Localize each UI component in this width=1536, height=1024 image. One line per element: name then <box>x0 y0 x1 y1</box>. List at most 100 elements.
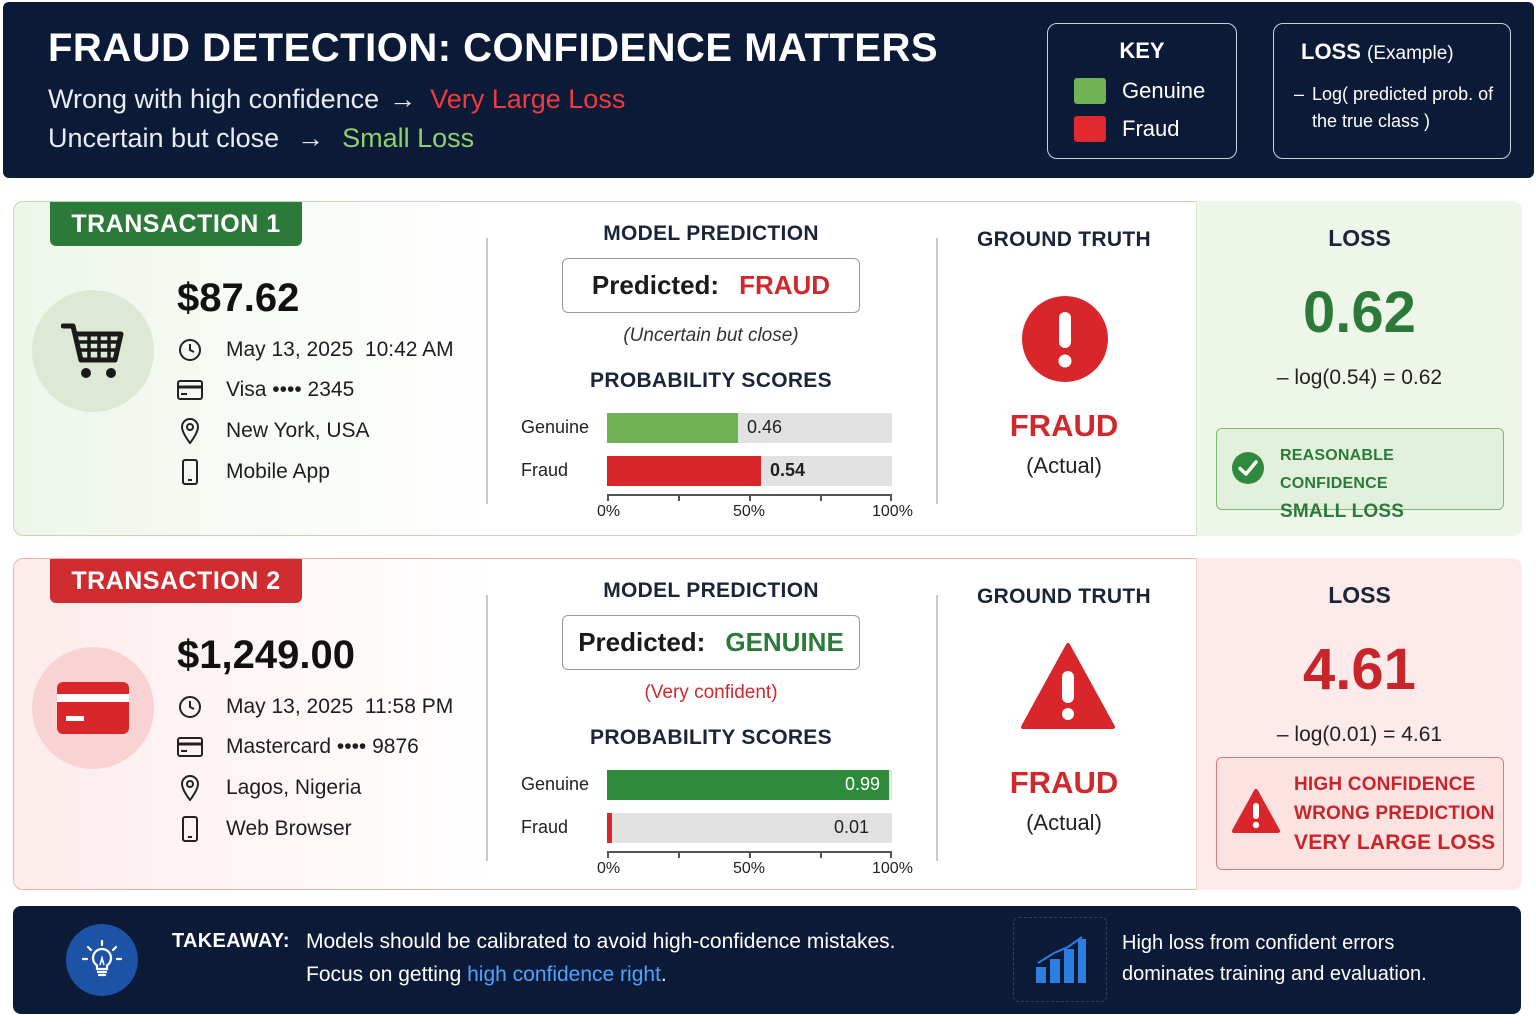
x-axis <box>607 851 892 861</box>
axis-tick-label: 50% <box>733 503 766 520</box>
bar-label-fraud: Fraud <box>521 460 569 480</box>
axis-tick-label: 0% <box>597 503 621 520</box>
verdict-text: HIGH CONFIDENCE WRONG PREDICTION VERY LA… <box>1294 773 1496 854</box>
bar-genuine <box>607 413 738 443</box>
bar-value-genuine: 0.46 <box>747 417 783 437</box>
ground-truth-value: FRAUD <box>1009 408 1119 443</box>
transaction-tab: TRANSACTION 1 <box>50 202 302 246</box>
prediction-note: (Very confident) <box>644 682 778 703</box>
predicted-value: FRAUD <box>739 270 831 300</box>
shopping-cart-icon <box>32 290 154 412</box>
takeaway-line-2: Focus on getting high confidence right. <box>306 963 667 986</box>
mobile-phone-icon <box>177 816 203 842</box>
exclamation-circle-icon <box>1020 294 1110 384</box>
arrow-right-icon: → <box>389 84 417 114</box>
loss-panel: LOSS 0.62 – log(0.54) = 0.62 REASONABLE … <box>1196 200 1522 536</box>
loss-panel: LOSS 4.61 – log(0.01) = 4.61 HIGH CONFID… <box>1196 557 1522 890</box>
legend-item-fraud: Fraud <box>1074 116 1179 142</box>
ground-truth-value: FRAUD <box>1009 765 1119 800</box>
transaction-datetime: May 13, 2025 10:42 AM <box>177 337 454 363</box>
verdict-box: REASONABLE CONFIDENCE SMALL LOSS <box>1216 427 1504 522</box>
ground-truth-sub: (Actual) <box>1026 810 1102 835</box>
bar-fraud <box>607 813 612 843</box>
page-title: FRAUD DETECTION: CONFIDENCE MATTERS <box>48 26 939 70</box>
transaction-card-2: TRANSACTION 2 $1,249.00 May 13, 2025 11:… <box>13 557 1522 890</box>
probability-scores-title: PROBABILITY SCORES <box>590 369 832 392</box>
loss-value: 0.62 <box>1303 279 1416 345</box>
check-circle-icon <box>1231 451 1265 490</box>
model-prediction-title: MODEL PREDICTION <box>603 222 819 245</box>
ground-truth-title: GROUND TRUTH <box>977 228 1151 251</box>
divider <box>936 238 938 504</box>
bar-label-genuine: Genuine <box>521 417 590 437</box>
takeaway-line-1: Models should be calibrated to avoid hig… <box>306 930 896 953</box>
legend-box: KEY Genuine Fraud <box>1047 23 1237 159</box>
probability-scores-title: PROBABILITY SCORES <box>590 726 832 749</box>
loss-title: LOSS <box>1328 224 1391 251</box>
transaction-tab: TRANSACTION 2 <box>50 559 302 603</box>
bar-genuine <box>607 770 889 800</box>
arrow-right-icon: → <box>297 123 325 153</box>
bar-track-fraud: 0.01 <box>607 813 892 843</box>
predicted-value: GENUINE <box>725 627 844 657</box>
legend-item-genuine: Genuine <box>1074 78 1205 104</box>
loss-equation: – log(0.54) = 0.62 <box>1276 365 1443 389</box>
bar-fraud <box>607 456 761 486</box>
bar-label-fraud: Fraud <box>521 817 569 837</box>
divider <box>486 595 488 861</box>
axis-tick-label: 50% <box>733 860 766 877</box>
location-pin-icon <box>177 418 203 444</box>
card-icon <box>177 377 203 403</box>
bar-value-fraud: 0.01 <box>834 817 870 837</box>
axis-tick-label: 100% <box>872 503 913 520</box>
loss-definition-title: LOSS (Example) <box>1301 39 1454 64</box>
header-rule-1: Wrong with high confidence → Very Large Lo… <box>48 84 626 114</box>
loss-equation: – log(0.01) = 4.61 <box>1276 722 1443 746</box>
warning-triangle-icon <box>1231 788 1281 839</box>
ground-truth-sub: (Actual) <box>1026 453 1102 478</box>
clock-icon <box>177 337 203 363</box>
location-pin-icon <box>177 775 203 801</box>
ground-truth-title: GROUND TRUTH <box>977 585 1151 608</box>
prediction-box: Predicted: GENUINE <box>562 615 860 670</box>
bar-value-fraud: 0.54 <box>770 460 806 480</box>
genuine-swatch <box>1074 78 1106 104</box>
header-banner: FRAUD DETECTION: CONFIDENCE MATTERS Wron… <box>3 2 1534 178</box>
transaction-location: Lagos, Nigeria <box>177 775 361 801</box>
transaction-location: New York, USA <box>177 418 370 444</box>
clock-icon <box>177 694 203 720</box>
mobile-phone-icon <box>177 459 203 485</box>
prediction-note: (Uncertain but close) <box>623 325 799 346</box>
bar-chart-icon <box>1013 917 1107 1002</box>
warning-triangle-icon <box>1020 641 1115 731</box>
fraud-swatch <box>1074 116 1106 142</box>
footer-note: High loss from confident errors dominate… <box>1122 932 1427 985</box>
bar-label-genuine: Genuine <box>521 774 590 794</box>
lightbulb-icon <box>66 924 138 996</box>
model-prediction-title: MODEL PREDICTION <box>603 579 819 602</box>
loss-definition-box: LOSS (Example) – Log( predicted prob. of… <box>1273 23 1511 159</box>
axis-tick-label: 0% <box>597 860 621 877</box>
bar-track-genuine: 0.46 <box>607 413 892 443</box>
axis-tick-label: 100% <box>872 860 913 877</box>
x-axis <box>607 494 892 504</box>
transaction-card-1: TRANSACTION 1 $87.62 May 13, 2025 10:42 … <box>13 200 1522 536</box>
divider <box>936 595 938 861</box>
header-rule-2: Uncertain but close → Small Loss <box>48 123 475 153</box>
transaction-amount: $87.62 <box>177 276 300 320</box>
takeaway-footer: TAKEAWAY: Models should be calibrated to… <box>13 906 1521 1014</box>
prediction-box: Predicted: FRAUD <box>562 258 860 313</box>
loss-definition-text: – Log( predicted prob. of the true class… <box>1294 84 1494 131</box>
loss-value: 4.61 <box>1303 636 1416 702</box>
transaction-channel: Mobile App <box>177 459 330 485</box>
verdict-text: REASONABLE CONFIDENCE SMALL LOSS <box>1280 446 1405 522</box>
legend-title: KEY <box>1119 38 1165 63</box>
loss-title: LOSS <box>1328 581 1391 608</box>
bar-value-genuine: 0.99 <box>845 774 881 794</box>
credit-card-icon <box>32 647 154 769</box>
transaction-card-info: Visa •••• 2345 <box>177 377 354 403</box>
bar-track-genuine: 0.99 <box>607 770 892 800</box>
bar-track-fraud: 0.54 <box>607 456 892 486</box>
verdict-box: HIGH CONFIDENCE WRONG PREDICTION VERY LA… <box>1216 756 1504 870</box>
transaction-channel: Web Browser <box>177 816 352 842</box>
